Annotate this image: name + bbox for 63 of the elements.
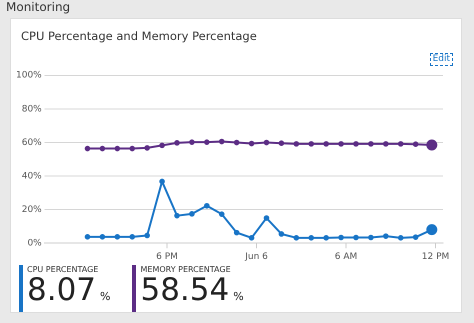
legend-label: CPU PERCENTAGE	[27, 265, 98, 275]
point	[144, 232, 150, 238]
chart-title: Monitoring	[6, 0, 70, 14]
point	[84, 234, 90, 240]
point	[144, 145, 150, 151]
point	[368, 141, 374, 147]
point	[412, 141, 418, 147]
y-tick-label: 80%	[22, 104, 42, 114]
legend-label: MEMORY PERCENTAGE	[140, 265, 231, 275]
point	[294, 235, 300, 241]
x-tick-label: Jun 6	[244, 252, 268, 262]
y-tick-label: 0%	[27, 238, 42, 249]
point	[398, 141, 404, 147]
point	[114, 234, 120, 240]
x-tick-label: 6 AM	[334, 252, 358, 262]
point	[174, 140, 180, 146]
point	[323, 235, 329, 241]
x-tick-label: 6 PM	[156, 252, 178, 262]
y-tick-label: 100%	[16, 70, 42, 81]
point	[264, 215, 270, 221]
point	[398, 235, 404, 241]
point	[383, 141, 389, 147]
text: 58.54%	[140, 272, 244, 308]
point	[129, 234, 136, 240]
point	[84, 146, 90, 152]
point	[294, 141, 300, 147]
point	[248, 140, 254, 146]
point	[174, 212, 180, 218]
y-tick-label: 60%	[22, 138, 42, 148]
point	[308, 235, 314, 241]
point	[129, 146, 136, 152]
y-tick-label: 40%	[22, 171, 42, 182]
point	[278, 140, 284, 146]
point	[278, 231, 284, 237]
point	[353, 234, 359, 240]
x-tick-label: 12 PM	[422, 252, 450, 262]
point	[100, 234, 106, 240]
point	[114, 146, 120, 152]
point	[189, 139, 195, 145]
point	[218, 138, 225, 144]
point	[248, 235, 254, 241]
point	[218, 211, 225, 217]
point	[338, 141, 344, 147]
point	[264, 140, 270, 146]
point	[323, 141, 329, 147]
point	[234, 140, 240, 146]
point	[189, 211, 195, 217]
point	[159, 142, 165, 148]
point	[383, 233, 389, 239]
point	[234, 230, 240, 236]
text: 8.07%	[27, 272, 110, 308]
point	[338, 234, 344, 240]
point	[100, 146, 106, 152]
edit-button: Edit	[430, 53, 453, 66]
point	[159, 178, 165, 184]
chart-subtitle: CPU Percentage and Memory Percentage	[21, 29, 257, 43]
point	[412, 234, 418, 240]
point	[353, 141, 359, 147]
point	[368, 234, 374, 240]
point	[204, 202, 210, 209]
y-tick-label: 20%	[22, 204, 42, 215]
point	[204, 139, 210, 145]
point	[308, 141, 314, 147]
